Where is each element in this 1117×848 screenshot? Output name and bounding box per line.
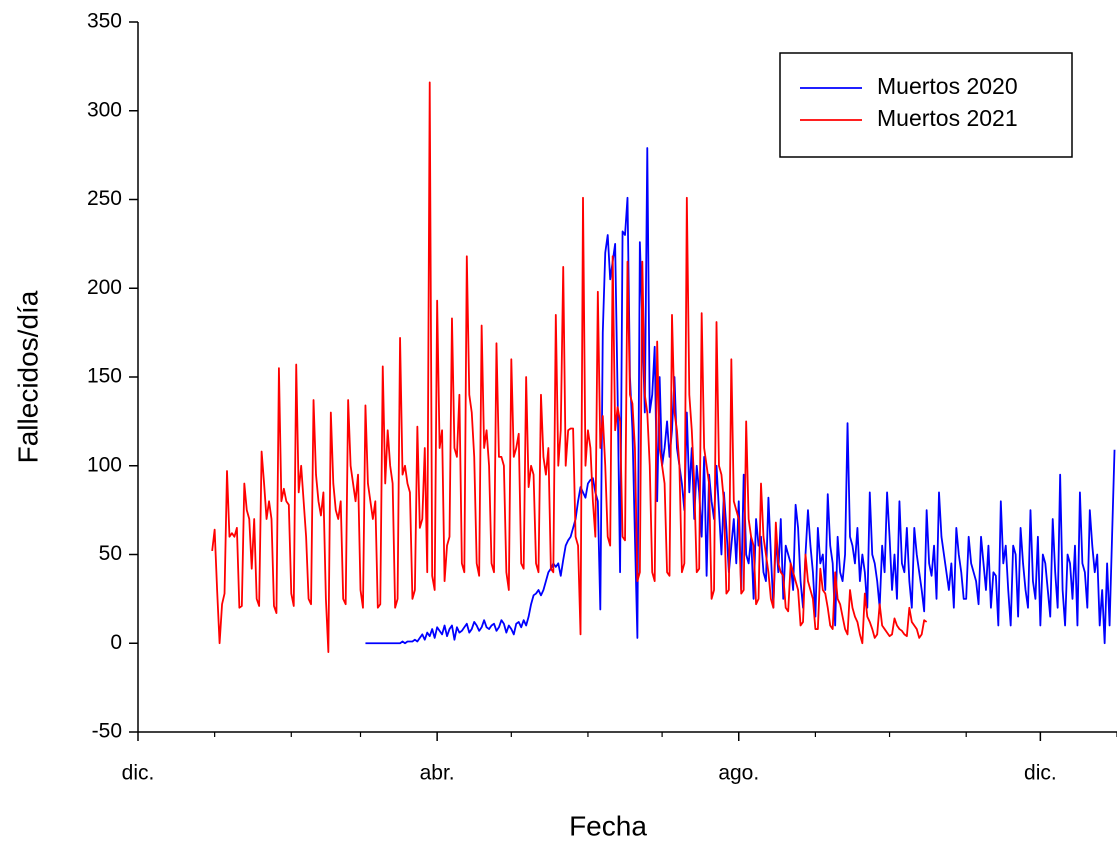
x-tick-label: dic. xyxy=(1024,762,1057,785)
y-tick-label: 250 xyxy=(87,187,122,210)
y-axis-label: Fallecidos/día xyxy=(12,290,43,463)
legend-box xyxy=(779,52,1073,158)
x-tick-label: dic. xyxy=(122,762,155,785)
data-line xyxy=(211,81,928,654)
x-tick-label: ago. xyxy=(718,762,759,785)
y-tick-label: 350 xyxy=(87,10,122,33)
y-tick-label: 50 xyxy=(99,542,122,565)
y-tick-label: 150 xyxy=(87,365,122,388)
y-tick-label: 300 xyxy=(87,98,122,121)
y-tick-label: 0 xyxy=(110,631,122,654)
x-axis-label: Fecha xyxy=(569,810,647,841)
legend-label: Muertos 2021 xyxy=(877,105,1018,131)
y-tick-label: -50 xyxy=(92,720,122,743)
y-tick-label: 200 xyxy=(87,276,122,299)
y-tick-label: 100 xyxy=(87,453,122,476)
legend-label: Muertos 2020 xyxy=(877,73,1018,99)
x-tick-label: abr. xyxy=(420,762,455,785)
